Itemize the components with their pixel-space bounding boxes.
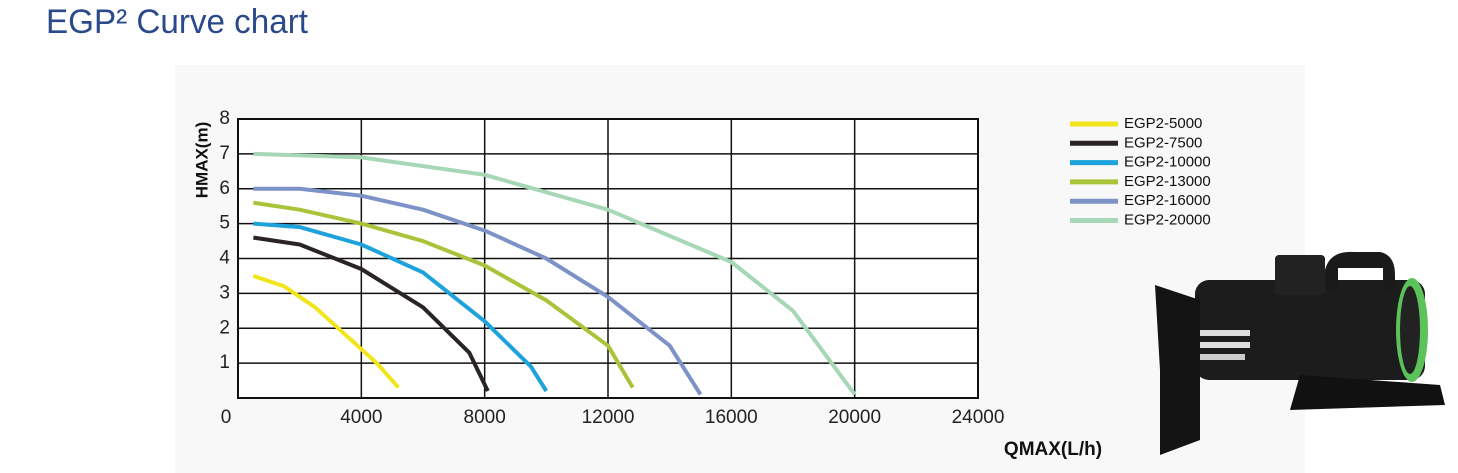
x-tick-label: 0 <box>221 407 232 428</box>
legend-label: EGP2-10000 <box>1124 154 1211 171</box>
x-axis-label: QMAX(L/h) <box>1004 439 1102 460</box>
series-line <box>252 274 400 389</box>
y-tick-label: 5 <box>219 213 230 234</box>
y-tick-label: 1 <box>219 352 230 373</box>
x-tick-label: 12000 <box>582 407 635 428</box>
series-line <box>253 200 635 389</box>
series-line <box>253 186 703 396</box>
series-line <box>253 221 548 393</box>
x-tick-label: 4000 <box>340 407 382 428</box>
y-tick-label: 7 <box>219 143 230 164</box>
x-tick-label: 8000 <box>464 407 506 428</box>
y-tick-label: 2 <box>219 317 230 338</box>
legend-label: EGP2-20000 <box>1124 211 1211 228</box>
series-line <box>253 235 490 392</box>
pump-image <box>1155 251 1445 455</box>
legend-label: EGP2-16000 <box>1124 192 1211 209</box>
legend-label: EGP2-13000 <box>1124 173 1211 190</box>
y-tick-label: 8 <box>219 108 230 129</box>
y-tick-label: 6 <box>219 178 230 199</box>
y-tick-label: 3 <box>219 282 230 303</box>
chart-title: EGP² Curve chart <box>46 3 309 41</box>
legend-label: EGP2-5000 <box>1124 115 1202 132</box>
legend-label: EGP2-7500 <box>1124 134 1202 151</box>
x-tick-label: 24000 <box>952 407 1005 428</box>
series-line <box>253 151 857 396</box>
x-tick-label: 20000 <box>828 407 881 428</box>
x-tick-label: 16000 <box>705 407 758 428</box>
y-axis-label: HMAX(m) <box>192 122 211 199</box>
y-tick-label: 4 <box>219 248 230 269</box>
